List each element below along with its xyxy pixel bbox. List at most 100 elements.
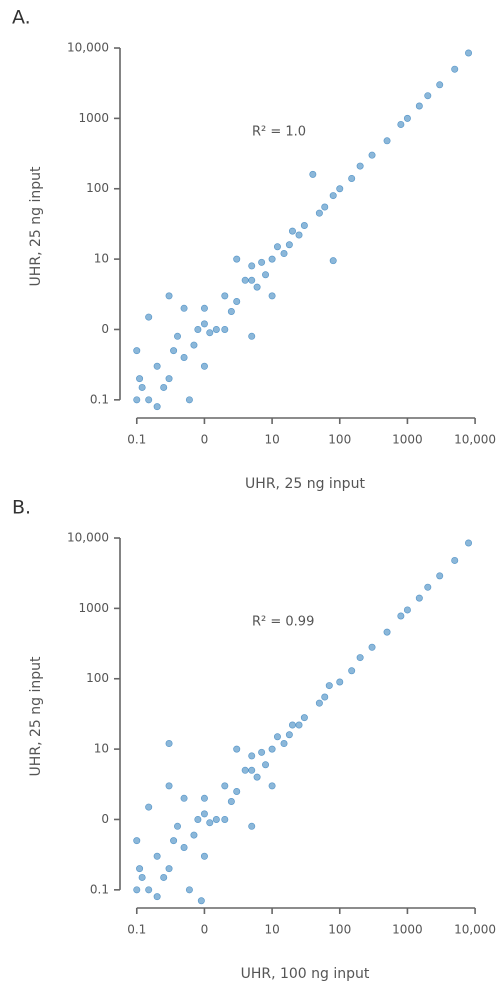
point [180, 353, 188, 361]
point [190, 831, 198, 839]
point [273, 733, 281, 741]
annotation: R² = 0.99 [252, 615, 314, 630]
point [403, 114, 411, 122]
point [248, 276, 256, 284]
point [348, 667, 356, 675]
point [133, 347, 141, 355]
point [288, 721, 296, 729]
y-tick-label: 0.1 [90, 392, 109, 406]
point [321, 693, 329, 701]
point [194, 325, 202, 333]
point [383, 137, 391, 145]
point [285, 731, 293, 739]
point [200, 852, 208, 860]
point [170, 837, 178, 845]
point [221, 782, 229, 790]
point [233, 787, 241, 795]
point [424, 92, 432, 100]
point [368, 151, 376, 159]
point [451, 556, 459, 564]
point [206, 329, 214, 337]
point [273, 243, 281, 251]
point [356, 162, 364, 170]
point [165, 865, 173, 873]
point [200, 320, 208, 328]
point [288, 227, 296, 235]
point [221, 292, 229, 300]
point [329, 192, 337, 200]
x-tick-label: 100 [328, 923, 351, 937]
x-tick-label: 1000 [392, 433, 423, 447]
point [258, 258, 266, 266]
x-tick-label: 10 [264, 433, 279, 447]
point [180, 794, 188, 802]
point [133, 837, 141, 845]
point [145, 396, 153, 404]
point [309, 170, 317, 178]
point [348, 174, 356, 182]
point [436, 572, 444, 580]
point [227, 308, 235, 316]
point [248, 752, 256, 760]
point [248, 332, 256, 340]
point [253, 773, 261, 781]
point [383, 628, 391, 636]
y-tick-label: 10 [94, 742, 109, 756]
point [397, 120, 405, 128]
point [185, 396, 193, 404]
point [145, 886, 153, 894]
x-tick-label: 0.1 [127, 433, 146, 447]
point [165, 292, 173, 300]
y-tick-label: 10,000 [67, 41, 109, 55]
point [248, 766, 256, 774]
point [248, 262, 256, 270]
point [241, 766, 249, 774]
point [227, 798, 235, 806]
point [262, 761, 270, 769]
point [300, 222, 308, 230]
point [233, 297, 241, 305]
x-tick-label: 100 [328, 433, 351, 447]
point [200, 304, 208, 312]
point [200, 794, 208, 802]
point [233, 255, 241, 263]
x-axis-label: UHR, 25 ng input [245, 476, 365, 492]
point [197, 897, 205, 905]
point [174, 332, 182, 340]
point [138, 383, 146, 391]
y-tick-label: 100 [86, 671, 109, 685]
point [174, 822, 182, 830]
x-tick-label: 10 [264, 923, 279, 937]
point [415, 594, 423, 602]
point [153, 362, 161, 370]
point [194, 815, 202, 823]
point [136, 865, 144, 873]
point [180, 304, 188, 312]
point [200, 362, 208, 370]
point [206, 819, 214, 827]
point [258, 748, 266, 756]
point [295, 231, 303, 239]
point [160, 383, 168, 391]
point [321, 203, 329, 211]
y-tick-label: 0 [101, 322, 109, 336]
point [268, 292, 276, 300]
point [329, 257, 337, 265]
y-tick-label: 1000 [78, 601, 109, 615]
point [212, 815, 220, 823]
point [268, 255, 276, 263]
point [165, 375, 173, 383]
point [397, 612, 405, 620]
point [133, 886, 141, 894]
point [262, 271, 270, 279]
x-tick-label: 0 [201, 433, 209, 447]
point [153, 852, 161, 860]
point [153, 893, 161, 901]
point [403, 606, 411, 614]
y-tick-label: 10,000 [67, 531, 109, 545]
point [315, 209, 323, 217]
point [336, 185, 344, 193]
point [145, 313, 153, 321]
point [424, 583, 432, 591]
point [415, 102, 423, 110]
